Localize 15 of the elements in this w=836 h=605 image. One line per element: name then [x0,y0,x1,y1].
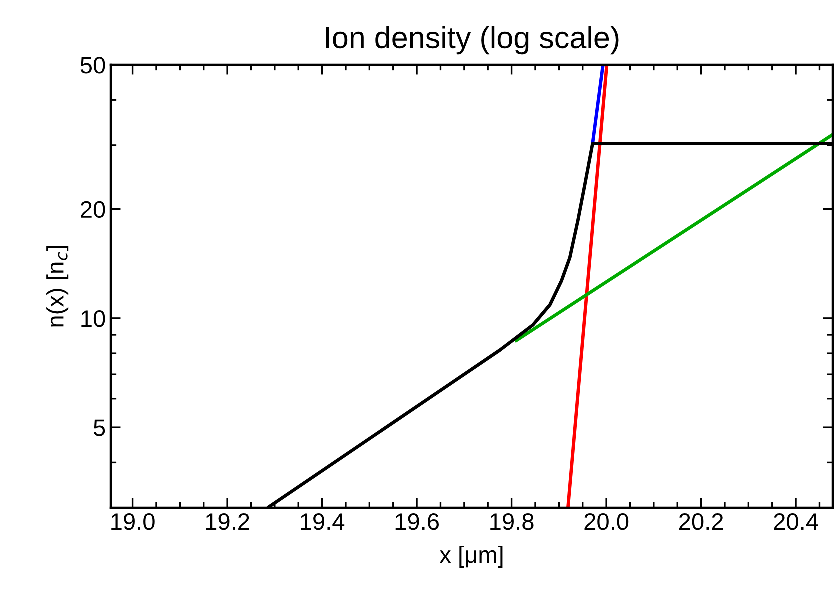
y-axis-title: n(x) [n$_{c}$] [46,246,69,327]
y-tick-label: 20 [81,201,106,218]
chart-title: Ion density (log scale) [326,26,619,55]
x-tick-label: 19.4 [301,513,345,530]
x-tick-label: 19.6 [396,513,439,530]
x-tick-label: 20.2 [680,513,724,530]
x-tick-label: 19.8 [490,513,534,530]
y-tick-label: 10 [82,310,106,328]
y-tick-label: 5 [94,420,106,436]
x-tick-label: 19.2 [206,513,250,530]
x-tick-label: 19.0 [112,513,155,530]
x-axis-title: x [μm] [440,546,503,568]
y-tick-label: 50 [80,57,106,74]
x-tick-label: 20.4 [774,513,818,530]
x-tick-label: 20.0 [584,513,629,530]
